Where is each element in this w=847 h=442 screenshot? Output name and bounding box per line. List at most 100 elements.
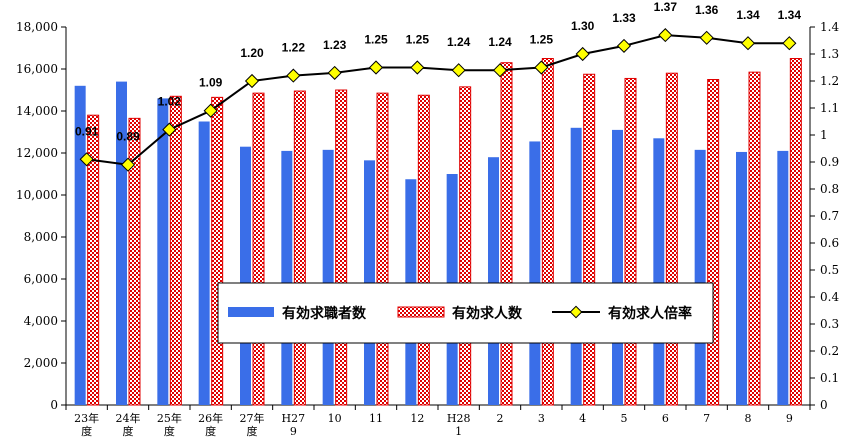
ratio-data-label: 1.02 xyxy=(158,95,182,109)
x-tick-label: 度 xyxy=(205,424,216,438)
right-tick-label: 0.9 xyxy=(820,155,839,169)
bar-job-openings xyxy=(335,89,348,406)
bar-job-openings xyxy=(541,58,554,406)
bar-job-openings xyxy=(500,62,513,406)
x-tick-label: 11 xyxy=(369,412,383,425)
ratio-data-label: 1.22 xyxy=(282,41,306,55)
bar-job-openings xyxy=(252,92,265,406)
right-tick-label: 0.1 xyxy=(820,371,839,385)
ratio-data-label: 1.09 xyxy=(199,76,223,90)
ratio-data-label: 1.30 xyxy=(571,19,595,33)
ratio-point xyxy=(162,122,177,137)
x-tick-label: 9 xyxy=(290,425,297,438)
bar-job-openings xyxy=(169,95,182,406)
right-tick-label: 0.4 xyxy=(820,290,839,304)
ratio-point xyxy=(286,68,301,83)
x-tick-label: 23年 xyxy=(74,411,99,425)
bar-job-seekers xyxy=(529,141,541,405)
bar-job-seekers xyxy=(240,146,251,405)
left-tick-label: 10,000 xyxy=(16,188,58,202)
ratio-point xyxy=(368,60,384,75)
bar-job-openings xyxy=(748,71,761,406)
bar-job-seekers xyxy=(74,85,86,406)
x-tick-label: 24年 xyxy=(116,411,141,425)
legend-swatch-job-openings xyxy=(397,306,445,318)
x-tick-label: 9 xyxy=(786,412,793,425)
ratio-data-label: 1.36 xyxy=(695,3,719,17)
left-tick-label: 14,000 xyxy=(16,104,58,118)
ratio-data-label: 1.34 xyxy=(736,8,760,22)
legend-box xyxy=(217,282,714,344)
ratio-point xyxy=(120,157,136,172)
ratio-data-label: 1.37 xyxy=(654,0,678,14)
plot-area: 0 2,000 4,000 6,000 8,000 10,000 12,000 14,000 1… xyxy=(16,0,839,438)
bar-job-seekers xyxy=(570,127,582,406)
x-tick-label: 26年 xyxy=(198,411,223,425)
ratio-point xyxy=(79,152,94,167)
bar-job-openings xyxy=(128,117,141,406)
bar-job-seekers xyxy=(116,81,127,405)
bar-job-seekers xyxy=(777,150,789,405)
left-tick-label: 12,000 xyxy=(16,146,58,160)
bar-job-seekers xyxy=(157,98,169,406)
left-tick-label: 18,000 xyxy=(16,20,58,34)
ratio-point xyxy=(616,38,632,53)
ratio-data-label: 1.34 xyxy=(778,8,802,22)
legend-label-ratio: 有効求人倍率 xyxy=(608,305,692,322)
x-tick-label: 10 xyxy=(328,412,342,425)
ratio-data-label: 0.89 xyxy=(116,130,140,144)
ratio-point xyxy=(410,60,425,75)
x-tick-label: 12 xyxy=(410,412,424,425)
bar-job-seekers xyxy=(281,150,293,405)
ratio-point xyxy=(658,28,673,43)
ratio-point xyxy=(244,73,260,89)
ratio-data-label: 0.91 xyxy=(75,124,99,138)
legend: 有効求職者数 有効求人数 有効求人倍率 xyxy=(217,282,714,344)
x-tick-label: 25年 xyxy=(157,411,182,425)
bar-job-openings xyxy=(293,90,306,406)
bar-job-openings xyxy=(789,58,802,406)
ratio-point xyxy=(451,63,466,78)
bar-job-seekers xyxy=(322,149,334,405)
ratio-data-label: 1.25 xyxy=(530,33,554,47)
ratio-data-label: 1.23 xyxy=(323,38,347,52)
x-tick-label: 度 xyxy=(81,424,92,438)
x-tick-label: 7 xyxy=(703,412,710,425)
x-tick-label: 度 xyxy=(123,424,134,438)
ratio-data-label: 1.33 xyxy=(612,11,636,25)
ratio-data-label: 1.24 xyxy=(488,35,512,49)
x-tick-label: 1 xyxy=(455,425,462,438)
bar-job-openings xyxy=(211,96,224,406)
ratio-point xyxy=(203,103,218,118)
ratio-point xyxy=(575,46,590,62)
x-tick-label: H27 xyxy=(282,412,306,425)
right-tick-label: 0.8 xyxy=(820,182,839,196)
left-tick-label: 0 xyxy=(50,398,58,412)
right-tick-label: 0.3 xyxy=(820,317,839,331)
right-tick-label: 1.4 xyxy=(820,20,839,34)
bar-job-seekers xyxy=(612,129,623,405)
bar-job-openings xyxy=(665,72,678,406)
bar-job-seekers xyxy=(198,121,210,405)
left-tick-label: 2,000 xyxy=(24,356,58,370)
x-tick-label: H28 xyxy=(447,412,471,425)
bar-job-seekers xyxy=(488,157,499,405)
right-tick-label: 0.5 xyxy=(820,263,839,277)
ratio-point xyxy=(699,30,714,45)
right-tick-label: 1.2 xyxy=(820,74,839,88)
left-tick-label: 16,000 xyxy=(16,62,58,76)
bar-job-openings xyxy=(417,94,430,406)
legend-label-job-seekers: 有効求職者数 xyxy=(282,305,367,322)
bar-job-openings xyxy=(583,73,596,406)
ratio-point xyxy=(782,36,797,51)
legend-marker-ratio xyxy=(569,305,583,319)
ratio-data-label: 1.25 xyxy=(364,33,388,47)
right-tick-label: 1 xyxy=(820,128,828,142)
bar-job-openings xyxy=(459,86,472,406)
ratio-data-label: 1.25 xyxy=(406,33,430,47)
ratio-point xyxy=(327,65,342,80)
x-tick-label: 3 xyxy=(538,412,545,425)
bar-job-seekers xyxy=(694,149,706,405)
right-tick-label: 0.2 xyxy=(820,344,839,358)
